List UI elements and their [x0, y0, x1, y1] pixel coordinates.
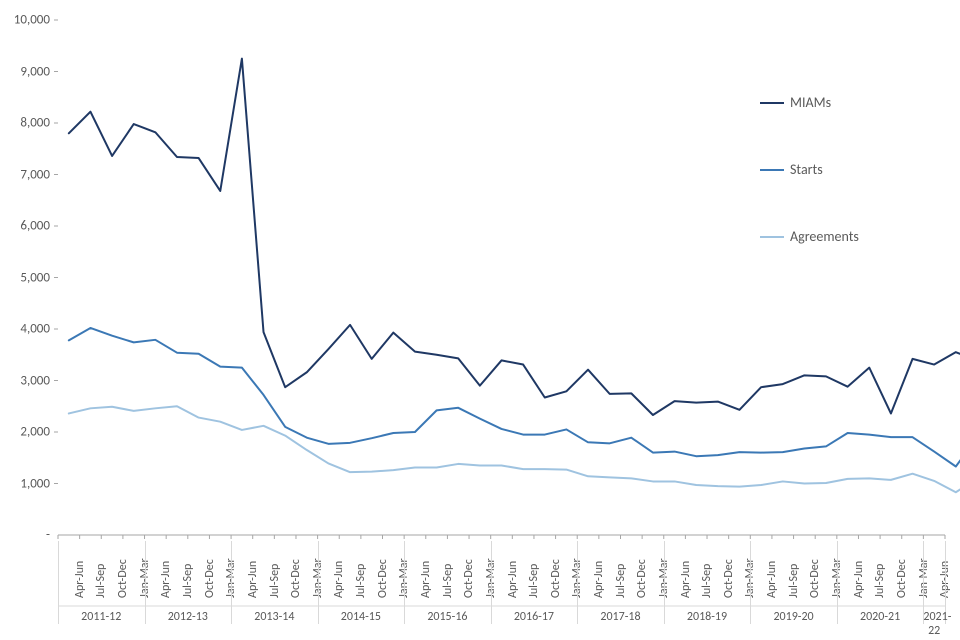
x-axis-quarter-label: Jul-Sep: [873, 564, 887, 598]
x-axis-quarter-label: Jul-Sep: [94, 564, 108, 598]
x-axis-year-label: 2016-17: [491, 610, 578, 624]
x-axis-quarter-label: Apr-Jun: [332, 561, 346, 598]
x-axis-quarter-label: Apr-Jun: [852, 561, 866, 598]
legend-label: Starts: [790, 161, 823, 178]
x-axis-quarter-label: Apr-Jun: [506, 561, 520, 598]
legend-swatch: [760, 102, 784, 104]
y-axis-label: 1,000: [5, 476, 50, 491]
x-axis-quarter-label: Oct-Dec: [635, 559, 649, 598]
legend-swatch: [760, 169, 784, 171]
x-axis-year-label: 2021-22: [923, 610, 945, 638]
x-axis-quarter-label: Jul-Sep: [268, 564, 282, 598]
legend-label: Agreements: [790, 228, 859, 245]
line-chart: 1,000 2,000 3,000 4,000 5,000 6,000 7,000 8,000…: [0, 0, 960, 640]
x-axis-quarter-label: Oct-Dec: [203, 559, 217, 598]
x-axis-quarter-label: Apr-Jun: [592, 561, 606, 598]
x-axis-quarter-label: Oct-Dec: [895, 559, 909, 598]
x-axis-year-label: 2011-12: [58, 610, 145, 624]
legend-item: MIAMs: [790, 93, 831, 112]
x-axis-quarter-label: Jul-Sep: [181, 564, 195, 598]
x-axis-quarter-label: Oct-Dec: [289, 559, 303, 598]
x-axis-quarter-label: Apr-Jun: [419, 561, 433, 598]
y-axis-label: 10,000: [5, 13, 50, 28]
x-axis-quarter-label: Jul-Sep: [441, 564, 455, 598]
y-axis-label: 7,000: [5, 167, 50, 182]
x-axis-quarter-label: Apr-Jun: [159, 561, 173, 598]
y-axis-label: 6,000: [5, 219, 50, 234]
x-axis-quarter-label: Apr-Jun: [679, 561, 693, 598]
x-axis-year-label: 2014-15: [318, 610, 405, 624]
x-axis-quarter-label: Apr-Jun: [246, 561, 260, 598]
x-axis-year-label: 2020-21: [837, 610, 924, 624]
y-axis-zero-label: -: [5, 528, 50, 543]
x-axis-year-label: 2017-18: [577, 610, 664, 624]
x-axis-quarter-label: Jul-Sep: [787, 564, 801, 598]
x-axis-quarter-label: Oct-Dec: [462, 559, 476, 598]
y-axis-label: 8,000: [5, 116, 50, 131]
x-axis-quarter-label: Oct-Dec: [549, 559, 563, 598]
x-axis-year-label: 2013-14: [231, 610, 318, 624]
y-axis-label: 9,000: [5, 64, 50, 79]
y-axis-label: 3,000: [5, 373, 50, 388]
x-axis-quarter-label: Jul-Sep: [700, 564, 714, 598]
y-axis-label: 4,000: [5, 322, 50, 337]
x-axis-year-label: 2015-16: [404, 610, 491, 624]
x-axis-year-label: 2019-20: [750, 610, 837, 624]
x-axis-quarter-label: Jul-Sep: [354, 564, 368, 598]
x-axis-quarter-label: Oct-Dec: [722, 559, 736, 598]
x-axis-quarter-label: Jul-Sep: [614, 564, 628, 598]
legend-swatch: [760, 236, 784, 238]
y-axis-label: 2,000: [5, 425, 50, 440]
legend-label: MIAMs: [790, 94, 831, 111]
x-axis-quarter-label: Oct-Dec: [808, 559, 822, 598]
x-axis-quarter-label: Oct-Dec: [376, 559, 390, 598]
legend-item: Agreements: [790, 227, 859, 246]
legend-item: Starts: [790, 160, 823, 179]
x-axis-quarter-label: Oct-Dec: [116, 559, 130, 598]
x-axis-year-label: 2012-13: [145, 610, 232, 624]
x-axis-quarter-label: Apr-Jun: [73, 561, 87, 598]
y-axis-label: 5,000: [5, 270, 50, 285]
x-axis-quarter-label: Jul-Sep: [527, 564, 541, 598]
x-axis-quarter-label: Apr-Jun: [765, 561, 779, 598]
x-axis-year-label: 2018-19: [664, 610, 751, 624]
